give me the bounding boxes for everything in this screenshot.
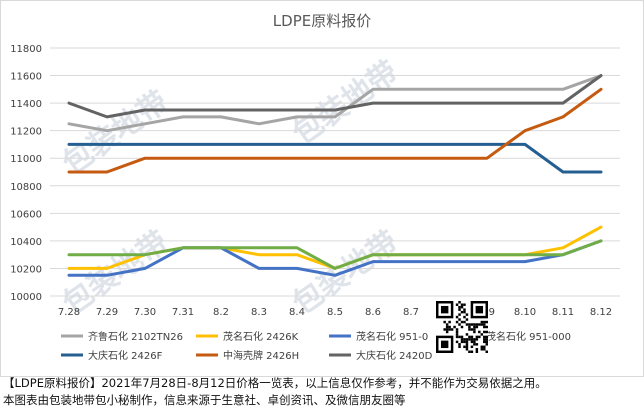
series-line [67,74,603,119]
legend-label: 大庆石化 2426F [88,349,163,362]
y-tick-label: 11600 [10,72,42,83]
x-tick-label: 8.5 [327,307,343,318]
legend-label: 中海壳牌 2426H [223,349,299,362]
qr-code-icon [436,301,488,353]
y-tick-label: 10200 [10,264,42,275]
legend-label: 齐鲁石化 2102TN26 [88,330,183,343]
y-tick-label: 10000 [10,292,42,303]
footer-caption: 【LDPE原料报价】2021年7月28日-8月12日价格一览表，以上信息仅作参考… [3,375,643,409]
footer-line-2: 本图表由包装地带包小秘制作，信息来源于生意社、卓创资讯、及微信朋友圈等 [3,393,406,407]
y-tick-label: 10400 [10,237,42,248]
legend-label: 茂名石化 951-000 [486,330,571,343]
y-tick-label: 10800 [10,182,42,193]
y-tick-label: 11800 [10,44,42,55]
y-axis-ticks: 10000 10200 10400 10600 10800 11000 11200 11400… [10,44,42,303]
x-tick-label: 7.30 [134,307,156,318]
series-line [67,239,603,277]
x-tick-label: 8.4 [289,307,305,318]
x-tick-label: 8.7 [403,307,419,318]
legend-label: 茂名石化 951-0 [356,330,428,343]
y-tick-label: 11400 [10,99,42,110]
y-tick-label: 11000 [10,154,42,165]
qr-code-pattern [436,301,488,353]
series-line [67,239,603,270]
legend-label: 大庆石化 2420D [356,349,433,362]
chart-frame: 包装地带 包装地带 包装地带 包装地带 10000 10200 10400 10600 108… [0,0,644,377]
x-axis-ticks: 7.287.297.307.318.28.38.48.58.68.78.88.9… [58,307,612,318]
legend: 齐鲁石化 2102TN26 茂名石化 2426K 茂名石化 951-0 茂名石化 95… [61,330,571,362]
series-layer [67,74,603,277]
x-tick-label: 7.31 [172,307,194,318]
x-tick-label: 8.6 [365,307,381,318]
series-line [67,74,603,133]
chart-title: LDPE原料报价 [273,12,371,30]
y-tick-label: 10600 [10,209,42,220]
footer-line-1: 【LDPE原料报价】2021年7月28日-8月12日价格一览表，以上信息仅作参考… [3,376,547,390]
x-tick-label: 7.28 [58,307,80,318]
x-tick-label: 7.29 [96,307,118,318]
x-tick-label: 8.2 [213,307,229,318]
series-line [67,142,603,174]
x-tick-label: 8.3 [251,307,267,318]
series-line [67,87,603,174]
legend-label: 茂名石化 2426K [223,330,299,343]
y-tick-label: 11200 [10,127,42,138]
x-tick-label: 8.12 [590,307,612,318]
x-tick-label: 8.11 [552,307,574,318]
x-tick-label: 8.10 [514,307,536,318]
